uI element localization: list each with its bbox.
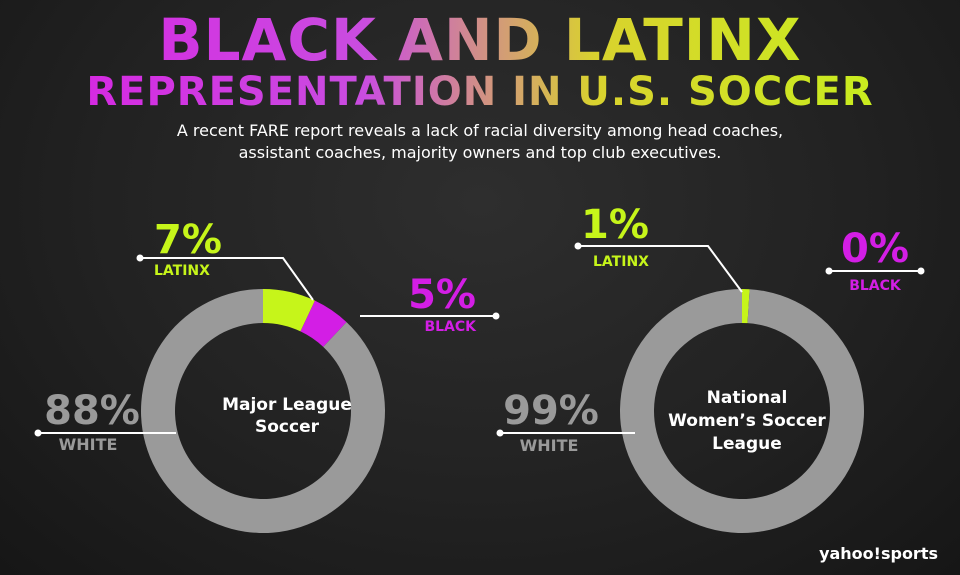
leader-dot-latinx-1 xyxy=(574,242,582,250)
subtitle: A recent FARE report reveals a lack of r… xyxy=(150,120,810,164)
chart-title-line-1-0: National xyxy=(707,388,788,408)
data-label-white-pct-0: 88% xyxy=(44,388,140,434)
chart-title-line-1-2: League xyxy=(712,434,782,454)
leader-line-latinx-1 xyxy=(578,245,743,293)
data-label-black-pct-1: 0% xyxy=(841,226,909,272)
title-line-1: BLACK AND LATINX xyxy=(0,8,960,72)
title-line-2: REPRESENTATION IN U.S. SOCCER xyxy=(0,70,960,114)
data-label-latinx-pct-0: 7% xyxy=(154,217,222,263)
yahoo-sports-logo: yahoo!sports xyxy=(819,544,938,563)
leader-line-latinx-0 xyxy=(140,257,314,301)
category-label-black-1: BLACK xyxy=(849,278,902,294)
data-label-latinx-pct-1: 1% xyxy=(581,202,649,248)
category-label-black-0: BLACK xyxy=(424,319,477,335)
leader-dot-white-0 xyxy=(34,429,42,437)
category-label-white-0: WHITE xyxy=(59,435,118,454)
leader-dot-latinx-0 xyxy=(136,254,144,262)
category-label-white-1: WHITE xyxy=(520,436,579,455)
donut-slice-black-0 xyxy=(300,300,347,347)
category-label-latinx-0: LATINX xyxy=(154,263,210,279)
subtitle-line-1: A recent FARE report reveals a lack of r… xyxy=(176,121,784,140)
leader-dot-end-black-1 xyxy=(917,267,925,275)
chart-title-line-0-1: Soccer xyxy=(255,417,320,437)
leader-dot-white-1 xyxy=(496,429,504,437)
data-label-black-pct-0: 5% xyxy=(408,272,476,318)
leader-dot-black-0 xyxy=(492,312,500,320)
subtitle-line-2: assistant coaches, majority owners and t… xyxy=(238,143,722,162)
chart-title-line-1-1: Women’s Soccer xyxy=(668,411,826,431)
leader-dot-black-1 xyxy=(825,267,833,275)
donut-slice-latinx-0 xyxy=(263,289,315,332)
chart-title-line-0-0: Major League xyxy=(222,395,352,415)
donut-slice-latinx-1 xyxy=(742,289,750,324)
data-label-white-pct-1: 99% xyxy=(503,388,599,434)
category-label-latinx-1: LATINX xyxy=(593,254,649,270)
